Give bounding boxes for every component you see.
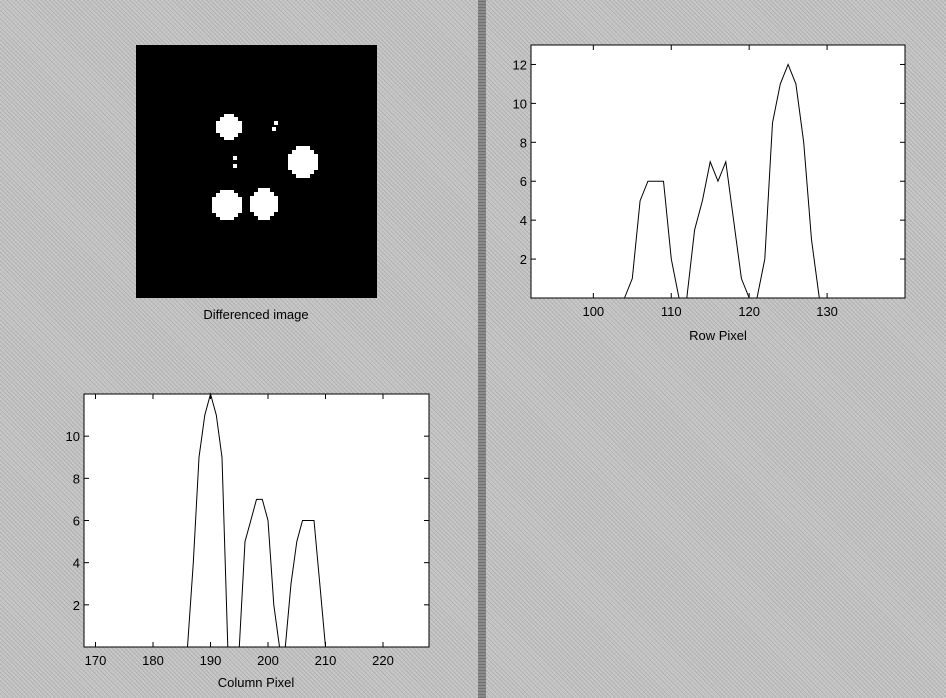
blob — [258, 188, 270, 220]
row-x-tick-label: 110 — [661, 304, 682, 319]
column-y-tick-label: 6 — [73, 514, 80, 529]
image-caption: Differenced image — [203, 307, 308, 322]
column-y-tick-label: 10 — [66, 429, 80, 444]
blob — [220, 190, 234, 220]
blob — [296, 146, 310, 178]
column-plot-area — [84, 394, 429, 647]
blob — [233, 156, 237, 160]
row-x-axis-label: Row Pixel — [689, 328, 747, 343]
row-y-tick-label: 8 — [520, 135, 527, 150]
image-background — [136, 45, 377, 298]
row-plot-area — [531, 45, 905, 298]
column-y-tick-label: 2 — [73, 598, 80, 613]
column-y-tick-label: 8 — [73, 471, 80, 486]
column-y-tick-label: 4 — [73, 556, 80, 571]
row-y-tick-label: 6 — [520, 174, 527, 189]
blob — [272, 127, 276, 131]
column-x-tick-label: 210 — [315, 653, 337, 668]
row-y-tick-label: 12 — [513, 57, 527, 72]
blob — [233, 164, 237, 168]
row-x-tick-label: 120 — [738, 304, 760, 319]
row-x-tick-label: 130 — [816, 304, 838, 319]
column-x-tick-label: 200 — [257, 653, 279, 668]
row-profile-chart: 100 110 120 130 2 4 6 8 10 12 Row Pixel — [513, 45, 905, 343]
column-x-tick-label: 220 — [372, 653, 394, 668]
blob — [224, 114, 234, 140]
blob — [274, 202, 278, 206]
row-y-tick-label: 10 — [513, 96, 527, 111]
column-x-tick-label: 180 — [142, 653, 164, 668]
column-profile-chart: 170 180 190 200 210 220 2 4 6 8 10 Column Pixel — [66, 394, 429, 690]
row-x-tick-label: 100 — [582, 304, 604, 319]
column-x-tick-label: 170 — [85, 653, 107, 668]
column-x-tick-label: 190 — [200, 653, 222, 668]
blob — [274, 121, 278, 125]
differenced-image: Differenced image — [136, 45, 377, 322]
column-x-axis-label: Column Pixel — [218, 675, 295, 690]
row-y-tick-label: 2 — [520, 252, 527, 267]
row-y-tick-label: 4 — [520, 213, 527, 228]
